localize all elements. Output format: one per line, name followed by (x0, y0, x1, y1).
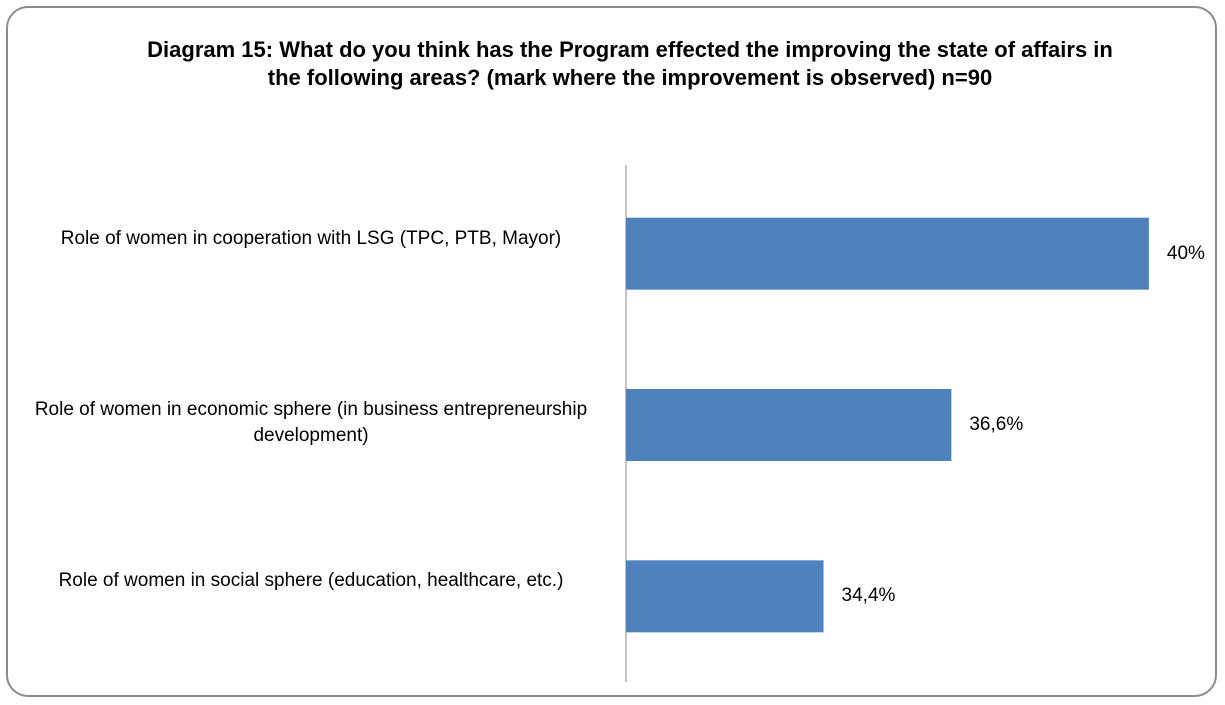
chart-frame (6, 6, 1217, 697)
category-label: Role of women in cooperation with LSG (T… (60, 227, 562, 249)
bar (626, 560, 824, 633)
bar (626, 389, 952, 461)
chart-title: Diagram 15: What do you think has the Pr… (147, 37, 1113, 90)
category-label: Role of women in economic sphere (in bus… (34, 399, 588, 446)
value-label: 40% (1166, 242, 1205, 264)
category-label: Role of women in social sphere (educatio… (58, 570, 564, 592)
value-label: 34,4% (841, 585, 896, 607)
value-label: 36,6% (969, 414, 1024, 435)
bar (626, 217, 1149, 290)
